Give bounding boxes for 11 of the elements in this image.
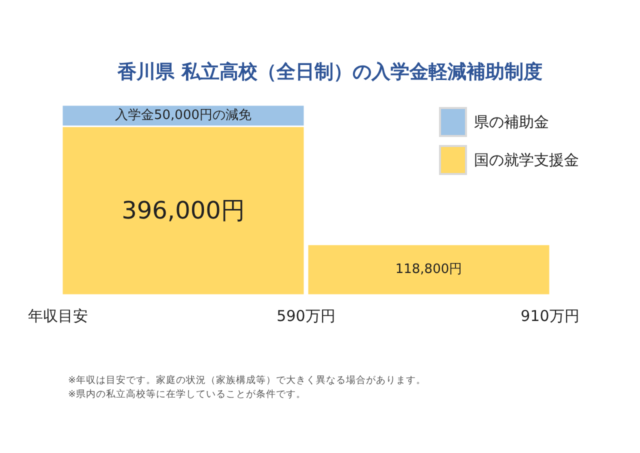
- legend-label: 県の補助金: [474, 113, 549, 131]
- text: ※県内の私立高校等に在学していることが条件です。: [68, 388, 306, 400]
- x-axis-title: 年収目安: [28, 307, 88, 325]
- chart-title: 香川県 私立高校（全日制）の入学金軽減補助制度: [116, 61, 542, 83]
- data-label: 118,800円: [395, 262, 462, 278]
- text: ※年収は目安です。家庭の状況（家族構成等）で大きく異なる場合があります。: [68, 374, 426, 386]
- legend: 県の補助金 国の就学支援金: [439, 107, 579, 175]
- text: 590万円: [276, 307, 336, 325]
- data-label: 396,000円: [122, 196, 245, 225]
- text: 910万円: [520, 307, 580, 325]
- data-label: 入学金50,000円の減免: [115, 108, 252, 124]
